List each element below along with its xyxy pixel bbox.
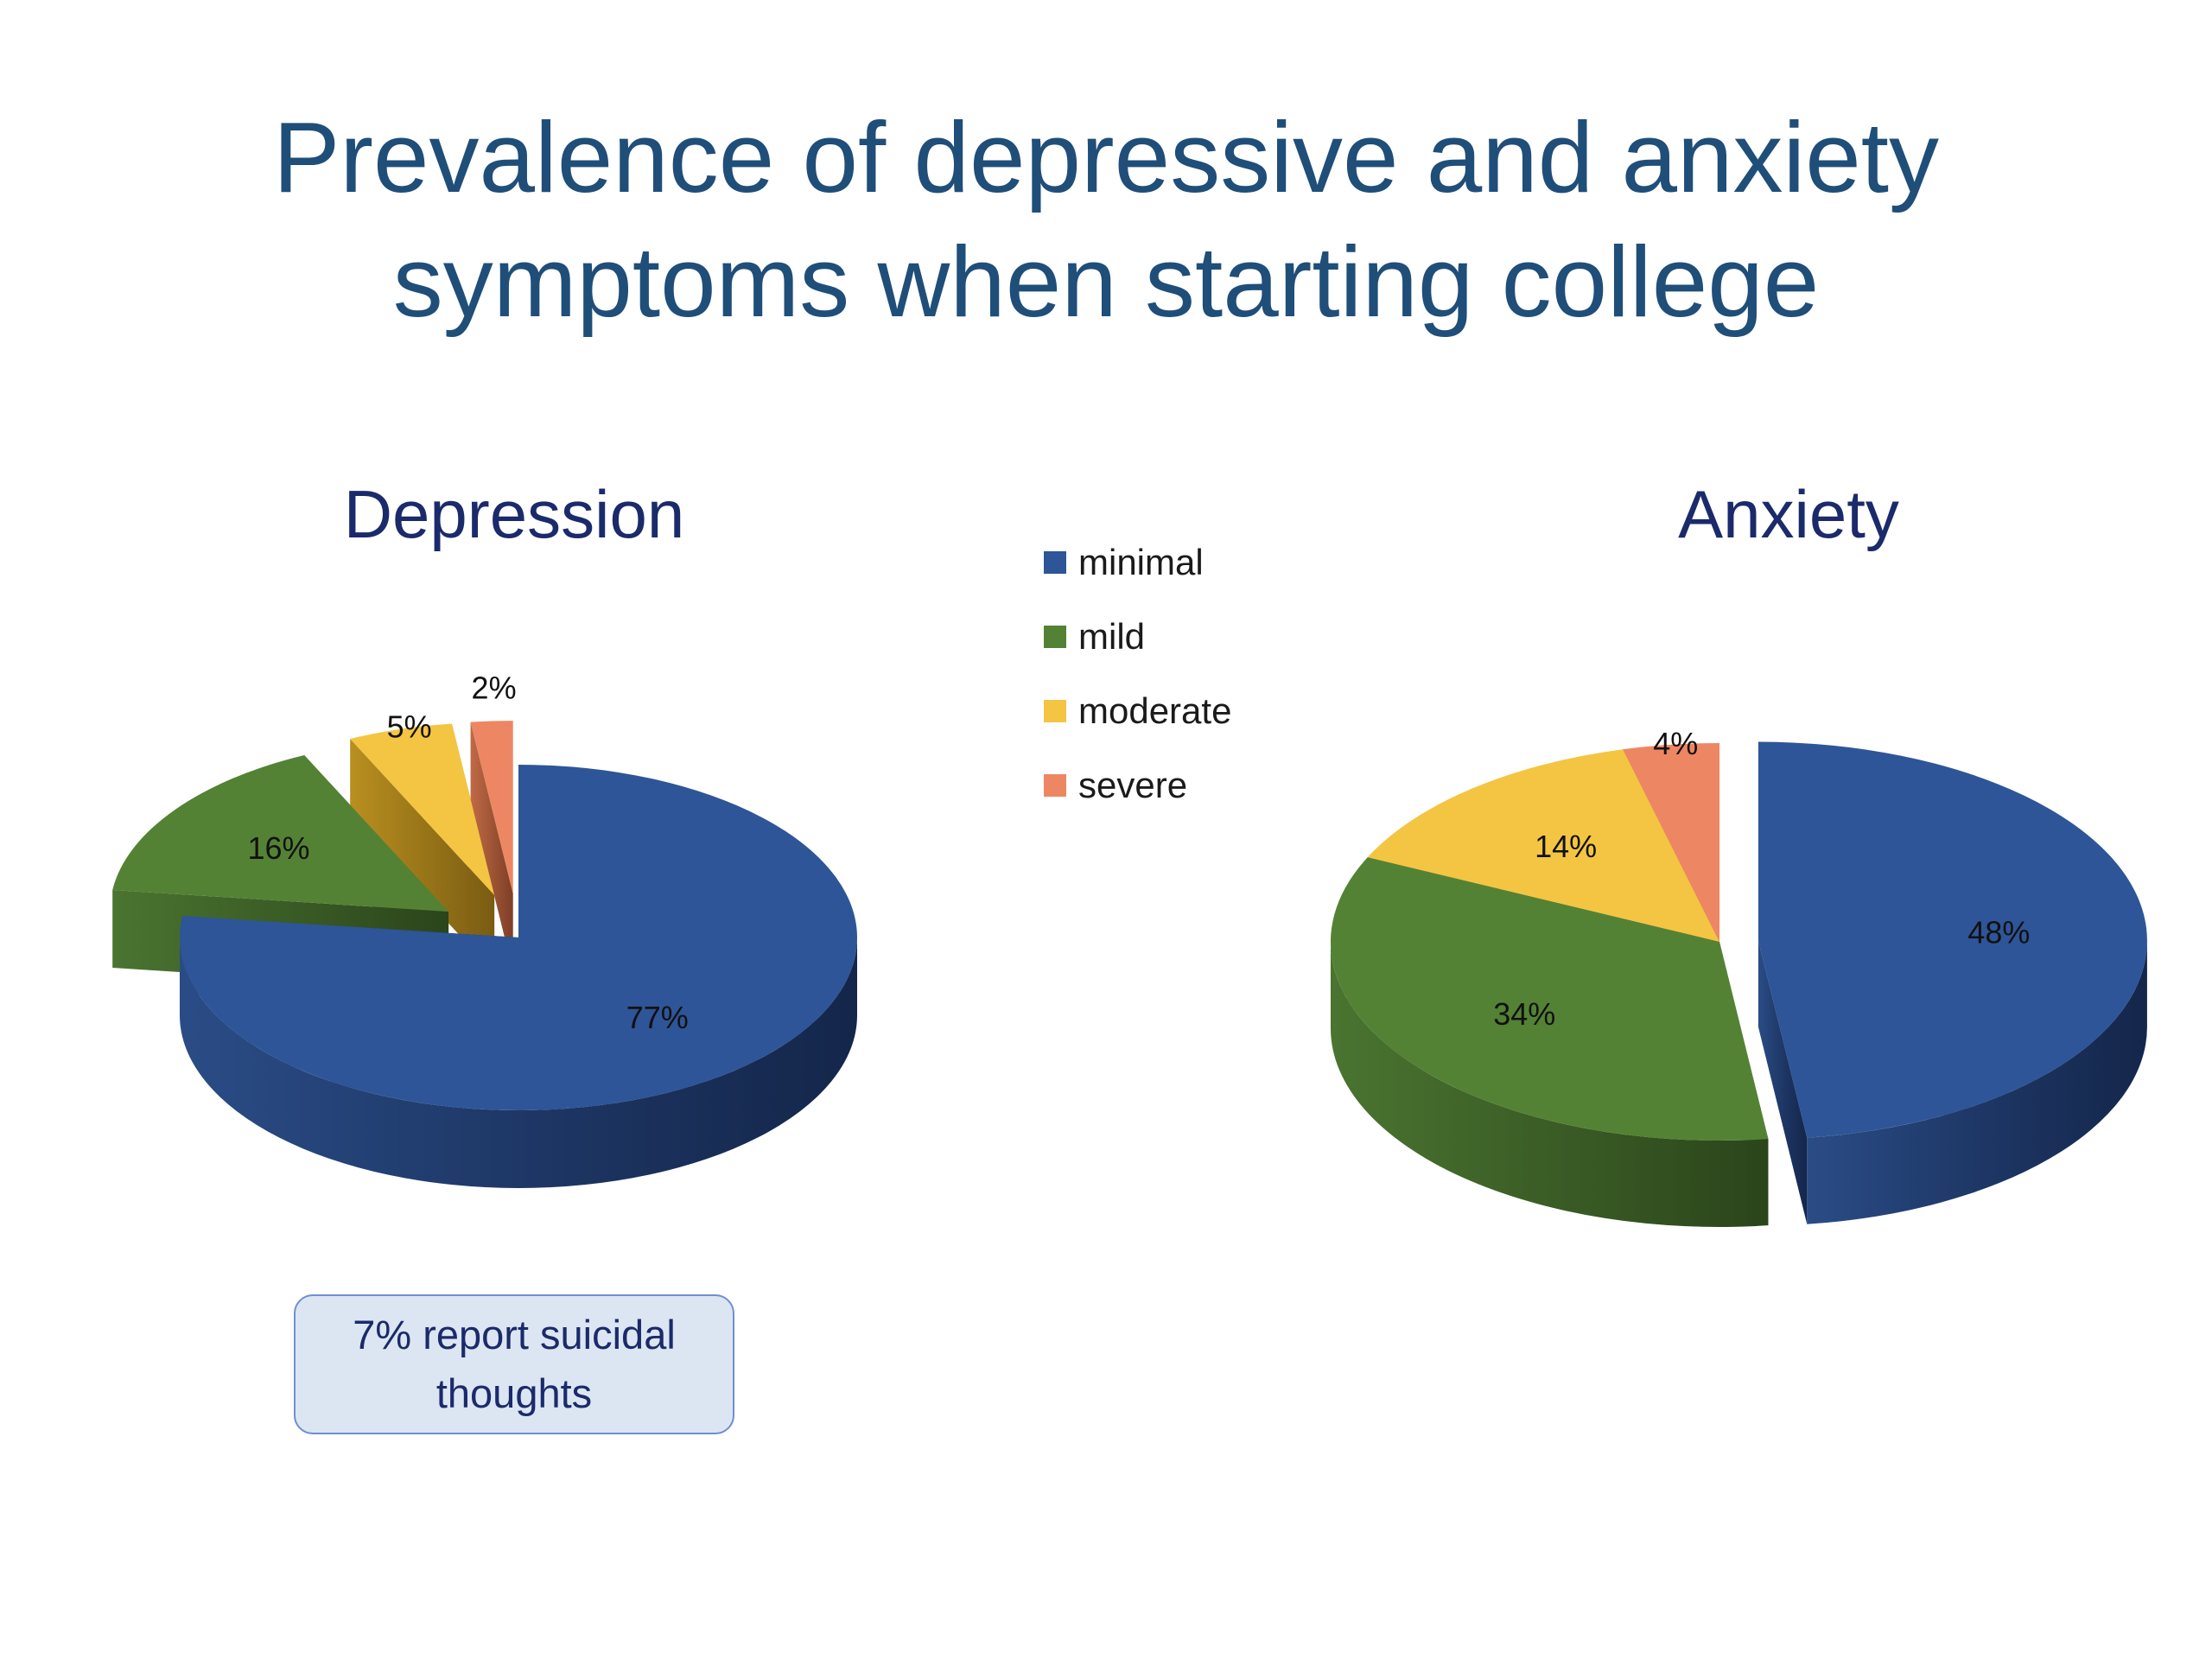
legend-label-minimal: minimal: [1078, 542, 1204, 582]
depression-label-severe: 2%: [472, 670, 517, 705]
legend-item-mild: mild: [1044, 600, 1231, 674]
slide-title-line-1: Prevalence of depressive and anxiety: [272, 101, 1940, 213]
depression-chart-title: Depression: [343, 476, 685, 552]
legend-swatch-mild: [1044, 626, 1066, 648]
depression-pie: 77% 16% 5% 2%: [112, 670, 858, 1188]
depression-label-minimal: 77%: [626, 1000, 689, 1035]
slide-title-line-2: symptoms when starting college: [392, 226, 1820, 338]
anxiety-label-severe: 4%: [1653, 726, 1698, 761]
legend-swatch-moderate: [1044, 700, 1066, 722]
legend-label-moderate: moderate: [1078, 690, 1232, 731]
legend-item-minimal: minimal: [1044, 525, 1231, 600]
anxiety-label-minimal: 48%: [1967, 915, 2030, 950]
anxiety-slice-mild: [1331, 857, 1769, 1141]
anxiety-slice-minimal-side: [1758, 940, 1808, 1224]
depression-slice-minimal: [180, 765, 858, 1110]
legend: minimal mild moderate severe: [1044, 525, 1231, 823]
anxiety-label-moderate: 14%: [1535, 829, 1597, 864]
depression-slice-severe: [470, 721, 513, 894]
legend-swatch-severe: [1044, 774, 1066, 797]
anxiety-slice-mild-side: [1331, 942, 1769, 1227]
anxiety-slice-severe: [1623, 742, 1719, 942]
legend-item-moderate: moderate: [1044, 674, 1231, 748]
anxiety-slice-minimal-side: [1807, 940, 2147, 1224]
anxiety-pie: 48% 34% 14% 4%: [1331, 726, 2147, 1227]
suicidal-thoughts-callout: 7% report suicidal thoughts: [294, 1294, 734, 1434]
legend-swatch-minimal: [1044, 551, 1066, 574]
slide-title: Prevalence of depressive and anxiety sym…: [138, 95, 2074, 344]
depression-slice-minimal-side: [180, 938, 857, 1188]
anxiety-label-mild: 34%: [1493, 996, 1555, 1032]
anxiety-chart-title: Anxiety: [1678, 476, 1899, 552]
legend-item-severe: severe: [1044, 748, 1231, 823]
depression-slice-moderate: [350, 723, 495, 896]
depression-label-moderate: 5%: [387, 709, 432, 745]
depression-slice-moderate-side: [350, 739, 495, 974]
depression-label-mild: 16%: [247, 830, 309, 866]
anxiety-slice-moderate: [1367, 749, 1719, 942]
legend-label-severe: severe: [1078, 765, 1188, 805]
depression-slice-severe-side: [470, 721, 513, 972]
legend-label-mild: mild: [1078, 616, 1146, 657]
anxiety-slice-minimal: [1758, 741, 2147, 1138]
depression-slice-mild: [112, 755, 449, 912]
